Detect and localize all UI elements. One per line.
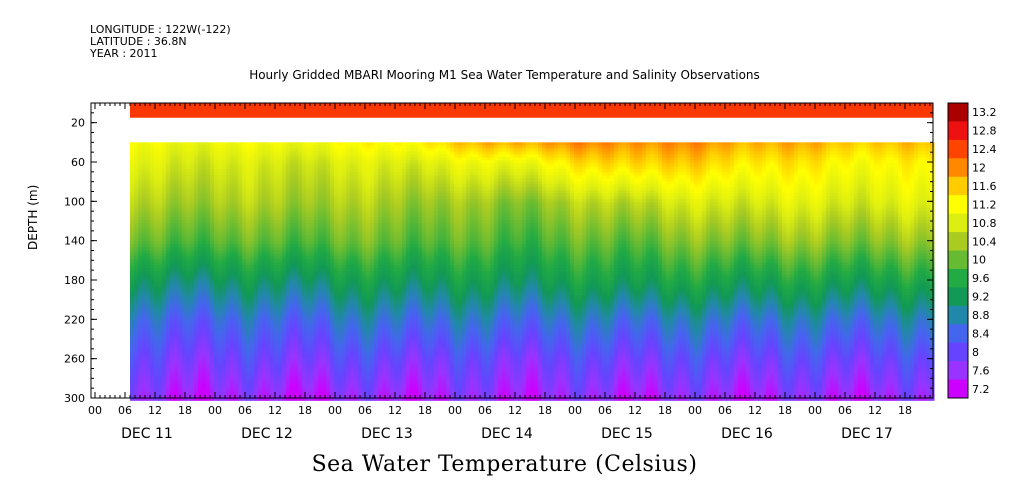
latitude-label: LATITUDE : 36.8N <box>90 35 187 48</box>
colorbar-swatch <box>948 139 968 159</box>
chart-title: Hourly Gridded MBARI Mooring M1 Sea Wate… <box>249 68 760 82</box>
colorbar-tick-label: 7.6 <box>972 364 990 377</box>
colorbar-tick-label: 11.6 <box>972 180 997 193</box>
x-tick-label: 12 <box>748 404 762 417</box>
y-tick-label: 300 <box>64 392 85 405</box>
colorbar-tick-label: 12.8 <box>972 125 997 138</box>
colorbar-tick-label: 8.4 <box>972 327 990 340</box>
colorbar-swatch <box>948 287 968 307</box>
x-day-label: DEC 12 <box>241 426 293 442</box>
x-tick-label: 06 <box>358 404 372 417</box>
x-day-label: DEC 15 <box>601 426 653 442</box>
colorbar-tick-label: 8.8 <box>972 309 990 322</box>
chart-subtitle: Sea Water Temperature (Celsius) <box>311 452 698 477</box>
x-tick-label: 12 <box>148 404 162 417</box>
x-tick-label: 06 <box>718 404 732 417</box>
x-tick-label: 18 <box>778 404 792 417</box>
surface-temperature-band <box>130 103 933 118</box>
y-tick-label: 20 <box>71 117 85 130</box>
colorbar-tick-label: 7.2 <box>972 383 990 396</box>
colorbar-swatch <box>948 121 968 141</box>
x-tick-label: 06 <box>238 404 252 417</box>
x-day-label: DEC 11 <box>121 426 173 442</box>
x-tick-label: 00 <box>448 404 462 417</box>
colorbar-swatch <box>948 379 968 399</box>
y-tick-label: 220 <box>64 313 85 326</box>
colorbar: 13.2 12.8 12.4 12 11.6 11.2 10.8 10.4 10 9.6 9.2 8.… <box>947 102 997 399</box>
colorbar-swatch <box>948 232 968 251</box>
x-tick-label: 18 <box>658 404 672 417</box>
colorbar-tick-label: 10.4 <box>972 235 997 248</box>
colorbar-tick-label: 10 <box>972 254 986 267</box>
colorbar-swatch <box>948 250 968 270</box>
colorbar-swatch <box>948 103 968 122</box>
x-tick-label: 18 <box>418 404 432 417</box>
x-tick-label: 00 <box>688 404 702 417</box>
colorbar-tick-label: 9.6 <box>972 272 990 285</box>
colorbar-swatch <box>948 213 968 233</box>
y-tick-label: 180 <box>64 274 85 287</box>
x-tick-label: 00 <box>88 404 102 417</box>
y-tick-label: 100 <box>64 195 85 208</box>
y-tick-label: 140 <box>64 235 85 248</box>
y-tick-label: 260 <box>64 353 85 366</box>
x-day-label: DEC 16 <box>721 426 773 442</box>
colorbar-swatch <box>948 195 968 215</box>
colorbar-swatch <box>948 305 968 325</box>
colorbar-swatch <box>948 342 968 362</box>
x-tick-label: 18 <box>298 404 312 417</box>
colorbar-tick-label: 10.8 <box>972 217 997 230</box>
x-tick-label: 00 <box>808 404 822 417</box>
plot-area <box>91 103 935 401</box>
x-tick-label: 12 <box>268 404 282 417</box>
x-tick-label: 06 <box>598 404 612 417</box>
y-tick-label: 60 <box>71 156 85 169</box>
colorbar-tick-label: 12 <box>972 162 986 175</box>
colorbar-swatch <box>948 268 968 288</box>
colorbar-swatch <box>948 361 968 381</box>
x-tick-label: 00 <box>208 404 222 417</box>
metadata-block: LONGITUDE : 122W(-122) LATITUDE : 36.8N … <box>90 24 231 60</box>
x-tick-label: 12 <box>628 404 642 417</box>
colorbar-tick-label: 9.2 <box>972 291 990 304</box>
x-day-label: DEC 17 <box>841 426 893 442</box>
temperature-field <box>130 142 935 401</box>
colorbar-tick-label: 13.2 <box>972 106 997 119</box>
x-tick-label: 12 <box>868 404 882 417</box>
x-day-label: DEC 14 <box>481 426 533 442</box>
colorbar-tick-label: 12.4 <box>972 143 997 156</box>
x-day-label: DEC 13 <box>361 426 413 442</box>
x-tick-label: 06 <box>118 404 132 417</box>
colorbar-tick-label: 8 <box>972 346 979 359</box>
x-tick-label: 18 <box>538 404 552 417</box>
x-tick-label: 12 <box>388 404 402 417</box>
x-tick-label: 12 <box>508 404 522 417</box>
x-tick-label: 06 <box>478 404 492 417</box>
longitude-label: LONGITUDE : 122W(-122) <box>90 23 231 36</box>
x-tick-label: 18 <box>178 404 192 417</box>
colorbar-swatch <box>948 324 968 344</box>
colorbar-tick-label: 11.2 <box>972 198 997 211</box>
year-label: YEAR : 2011 <box>90 47 158 60</box>
colorbar-swatch <box>948 158 968 178</box>
colorbar-swatch <box>948 176 968 196</box>
x-tick-label: 06 <box>838 404 852 417</box>
x-tick-label: 00 <box>568 404 582 417</box>
x-tick-label: 00 <box>328 404 342 417</box>
x-tick-label: 18 <box>898 404 912 417</box>
